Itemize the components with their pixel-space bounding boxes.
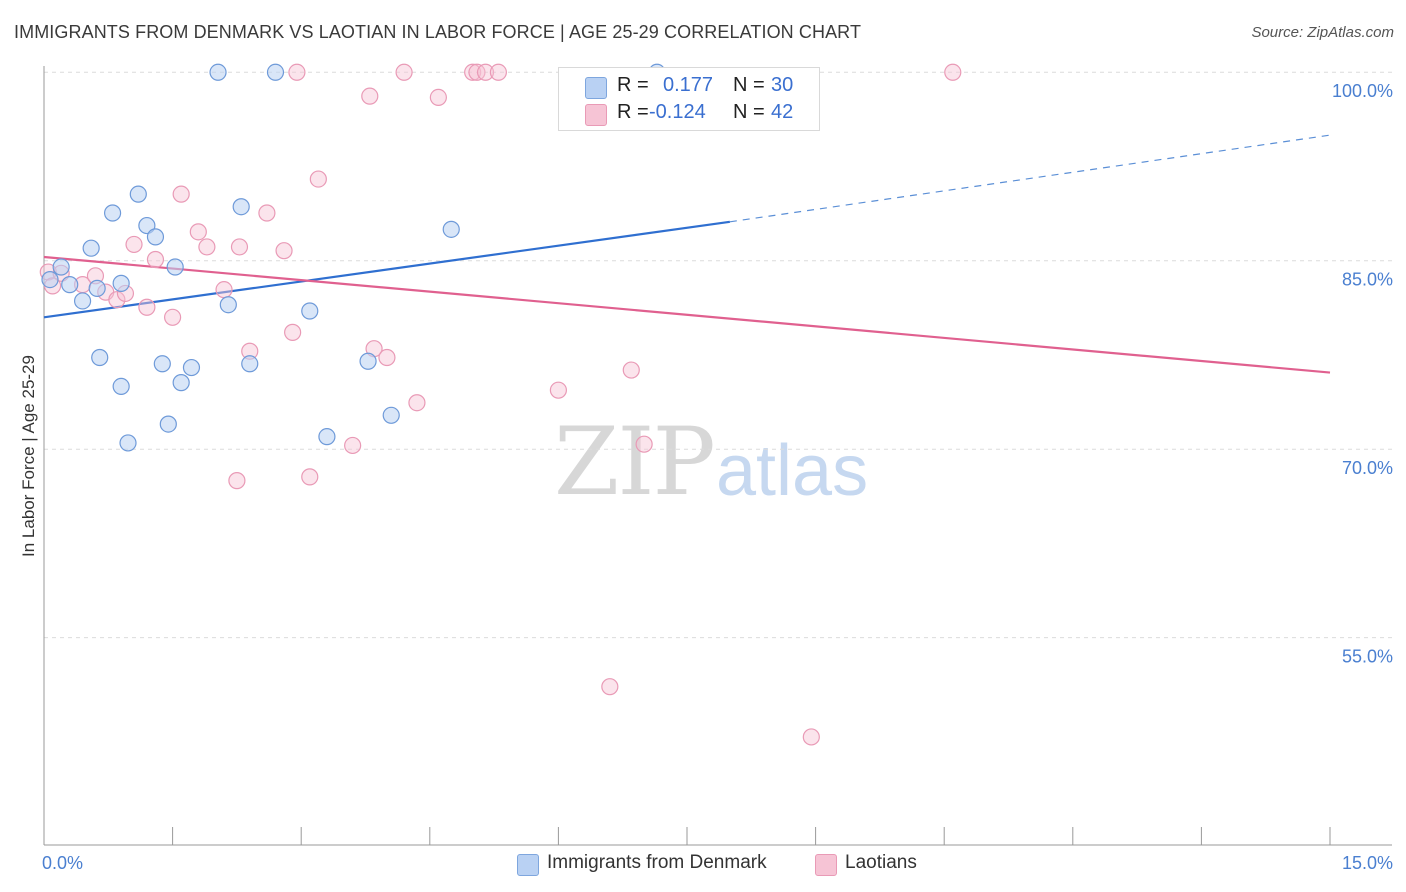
data-point-laotians [408, 394, 426, 412]
data-point-denmark [301, 302, 319, 320]
trend-lines [43, 134, 1331, 374]
data-point-denmark [88, 279, 106, 297]
data-point-laotians [258, 204, 276, 222]
data-point-laotians [189, 223, 207, 241]
data-point-laotians [309, 170, 327, 188]
data-points [39, 63, 962, 746]
source-label: Source: ZipAtlas.com [1251, 24, 1394, 41]
watermark-zip: ZIP [554, 408, 716, 517]
data-point-laotians [944, 63, 962, 81]
data-point-laotians [288, 63, 306, 81]
data-point-laotians [489, 63, 507, 81]
data-point-denmark [112, 377, 130, 395]
data-point-laotians [275, 242, 293, 260]
x-tick-label: 15.0% [1342, 853, 1393, 873]
data-point-laotians [464, 63, 482, 81]
chart-title: IMMIGRANTS FROM DENMARK VS LAOTIAN IN LA… [14, 22, 862, 42]
tick-labels: 100.0% 85.0% 70.0% 55.0% 0.0% 15.0% [42, 81, 1393, 873]
data-point-denmark [82, 239, 100, 257]
trend-line-laotians [43, 255, 1331, 374]
axes [43, 66, 1392, 846]
data-point-denmark [359, 352, 377, 370]
data-point-denmark [172, 374, 190, 392]
data-point-laotians [802, 728, 820, 746]
data-point-denmark [266, 63, 285, 81]
data-point-laotians [301, 468, 319, 486]
trend-line-denmark [43, 220, 731, 319]
data-point-laotians [601, 678, 619, 696]
data-point-laotians [284, 323, 302, 341]
data-point-denmark [318, 428, 336, 446]
data-point-laotians [146, 250, 165, 269]
data-point-denmark [119, 434, 137, 452]
legend-swatch-denmark [517, 854, 539, 876]
data-point-laotians [108, 291, 126, 309]
legend-swatch-laotians [815, 854, 837, 876]
legend-label-laotians: Laotians [845, 852, 917, 873]
data-point-laotians [476, 63, 495, 81]
data-point-laotians [361, 87, 379, 105]
r-label: R = [617, 101, 649, 123]
data-point-denmark [209, 63, 227, 81]
legend: Immigrants from Denmark Laotians [0, 852, 1406, 878]
data-point-laotians [215, 281, 233, 299]
data-point-laotians [228, 472, 246, 490]
n-value: 30 [771, 74, 794, 96]
data-point-denmark [232, 198, 250, 216]
data-point-denmark [442, 220, 460, 238]
x-tick-label: 0.0% [42, 853, 83, 873]
data-point-laotians [549, 381, 568, 399]
data-point-denmark [129, 185, 147, 203]
data-point-laotians [164, 308, 182, 326]
data-point-laotians [395, 63, 413, 81]
data-point-denmark [146, 228, 165, 246]
data-point-denmark [182, 358, 201, 377]
data-point-laotians [230, 238, 249, 256]
r-value: 0.177 [663, 74, 714, 96]
data-point-denmark [52, 258, 70, 276]
legend-label-denmark: Immigrants from Denmark [547, 852, 767, 873]
data-point-laotians [622, 361, 640, 379]
data-point-laotians [125, 235, 143, 254]
data-point-denmark [219, 296, 237, 314]
data-point-denmark [159, 415, 177, 433]
data-point-laotians [172, 185, 190, 203]
stats-box: R = 0.177 N = 30 R = -0.124 N = 42 [558, 67, 820, 131]
trend-line-denmark-extension [729, 134, 1331, 223]
data-point-laotians [378, 348, 396, 367]
data-point-denmark [166, 258, 184, 276]
data-point-denmark [241, 355, 259, 373]
laotians-swatch [585, 104, 607, 126]
data-point-denmark [138, 216, 156, 235]
data-point-denmark [91, 348, 109, 367]
data-point-denmark [73, 292, 92, 310]
n-label: N = [733, 74, 765, 96]
r-label: R = [617, 74, 649, 96]
data-point-denmark [112, 274, 130, 292]
data-point-denmark [153, 355, 171, 373]
data-point-laotians [198, 238, 216, 256]
y-tick-label: 70.0% [1342, 458, 1393, 478]
denmark-swatch [585, 77, 607, 99]
data-point-laotians [138, 298, 156, 316]
data-point-denmark [103, 204, 122, 222]
y-tick-label: 85.0% [1342, 270, 1393, 290]
data-point-denmark [382, 406, 400, 424]
r-value: -0.124 [649, 101, 706, 123]
n-value: 42 [771, 101, 794, 123]
data-point-laotians [344, 436, 362, 455]
data-point-denmark [41, 270, 59, 289]
n-label: N = [733, 101, 765, 123]
data-point-laotians [635, 435, 653, 453]
y-tick-label: 55.0% [1342, 647, 1393, 667]
watermark-atlas: atlas [716, 431, 869, 511]
data-point-laotians [429, 88, 447, 107]
y-tick-label: 100.0% [1332, 81, 1393, 101]
data-point-denmark [61, 276, 79, 294]
